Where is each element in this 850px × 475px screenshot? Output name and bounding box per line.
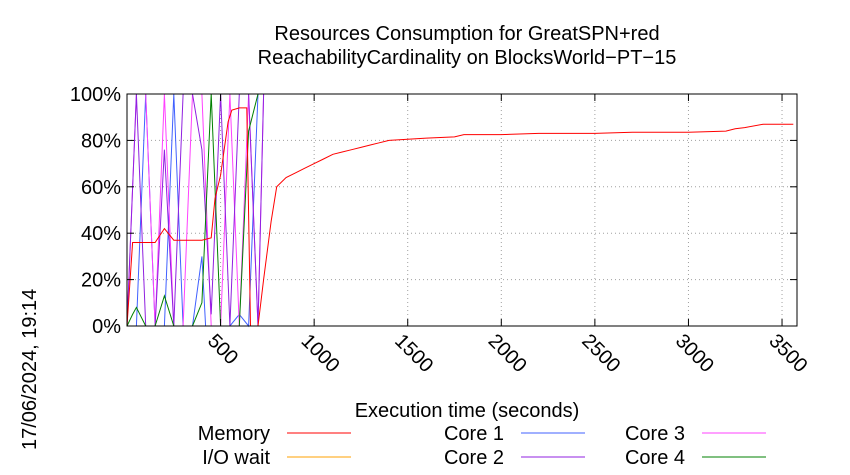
legend-label-core-1: Core 1 xyxy=(444,423,504,445)
plot-frame xyxy=(126,93,798,327)
legend-label-core-2: Core 2 xyxy=(444,447,504,469)
chart-subtitle: ReachabilityCardinality on BlocksWorld−P… xyxy=(258,47,677,69)
x-axis-label: Execution time (seconds) xyxy=(355,400,580,422)
series-line-memory xyxy=(126,107,794,327)
x-tick-label: 500 xyxy=(203,330,242,369)
legend-label-memory: Memory xyxy=(198,423,270,445)
x-tick-label: 3000 xyxy=(671,330,718,377)
y-tick-label: 80% xyxy=(81,130,121,152)
y-tick-label: 20% xyxy=(81,270,121,292)
x-tick-label: 2000 xyxy=(484,330,531,377)
grid-lines xyxy=(127,94,797,326)
y-tick-label: 0% xyxy=(92,316,121,338)
y-tick-label: 60% xyxy=(81,177,121,199)
series-layer xyxy=(126,93,794,328)
x-tick-label: 3500 xyxy=(764,330,811,377)
chart-title: Resources Consumption for GreatSPN+red xyxy=(274,23,659,45)
y-tick-label: 100% xyxy=(70,84,121,106)
legend-label-core-4: Core 4 xyxy=(625,447,685,469)
y-tick-label: 40% xyxy=(81,223,121,245)
x-tick-label: 1500 xyxy=(390,330,437,377)
legend-label-core-3: Core 3 xyxy=(625,423,685,445)
axis-ticks: 0% 20% 40% 60% 80% 100% 500 1000 1500 2000 2500 300… xyxy=(70,84,812,377)
legend-label-i-o-wait: I/O wait xyxy=(202,447,270,469)
x-tick-label: 2500 xyxy=(577,330,624,377)
x-tick-label: 1000 xyxy=(297,330,344,377)
timestamp-label: 17/06/2024, 19:14 xyxy=(19,289,41,450)
